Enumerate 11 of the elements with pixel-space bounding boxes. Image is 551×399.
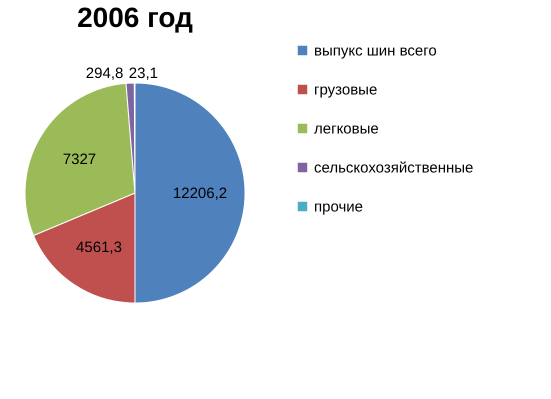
data-label: 4561,3: [76, 239, 122, 256]
legend-label: легковые: [314, 120, 379, 138]
legend-label: выпукс шин всего: [314, 42, 437, 60]
legend-label: грузовые: [314, 82, 378, 98]
data-label: 12206,2: [172, 185, 228, 202]
data-label: 7327: [62, 151, 96, 168]
data-label: 294,8: [86, 65, 124, 82]
legend-label: сельскохозяйственные: [314, 160, 474, 176]
legend-label: прочие: [314, 198, 364, 216]
data-label: 23,1: [128, 65, 158, 82]
chart-title: 2006 год: [77, 2, 194, 33]
